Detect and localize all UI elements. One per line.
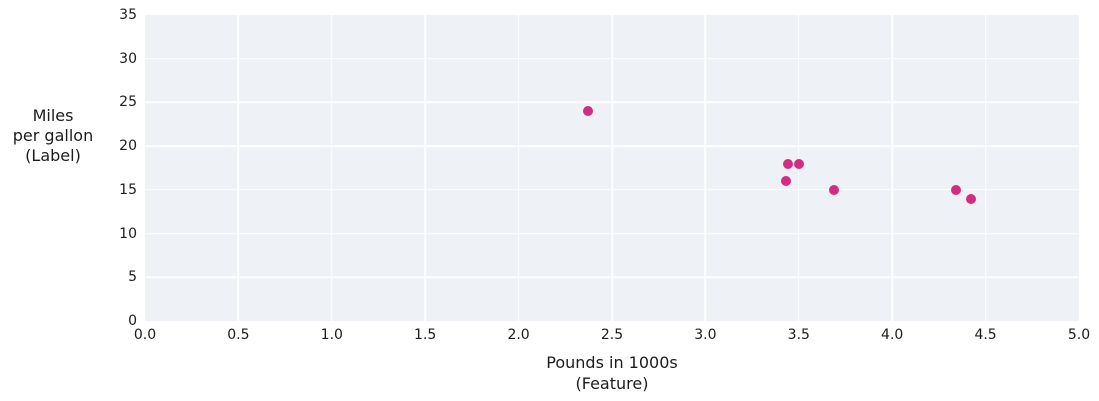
y-tick-label: 10: [119, 225, 137, 242]
gridline-horizontal: [145, 232, 1079, 235]
data-point: [793, 158, 804, 169]
x-tick-label: 0.5: [227, 327, 250, 343]
x-tick-label: 0.0: [133, 327, 157, 343]
x-tick-label: 2.5: [600, 327, 624, 343]
gridline-horizontal: [145, 276, 1079, 279]
x-tick-label: 1.5: [414, 327, 437, 343]
data-point: [829, 184, 840, 195]
gridline-horizontal: [145, 145, 1079, 147]
gridline-horizontal: [145, 189, 1079, 191]
x-axis-title: Pounds in 1000s (Feature): [546, 353, 678, 393]
x-tick-label: 4.5: [974, 327, 997, 343]
plot-area: [145, 15, 1079, 321]
data-point: [780, 176, 791, 187]
gridline-vertical: [984, 15, 987, 321]
x-tick-label: 3.5: [787, 327, 810, 343]
x-tick-label: 5.0: [1067, 327, 1091, 343]
x-tick-label: 1.0: [320, 327, 343, 343]
gridline-vertical: [517, 15, 520, 321]
gridline-vertical: [237, 15, 240, 321]
scatter-points: [145, 15, 1079, 321]
gridline-vertical: [611, 15, 613, 321]
gridline-vertical: [891, 15, 893, 321]
gridline-vertical: [424, 15, 426, 321]
y-tick-label: 15: [119, 181, 137, 198]
data-point: [582, 106, 593, 117]
x-tick-label: 4.0: [881, 327, 904, 343]
y-tick-label: 35: [119, 7, 137, 23]
gridline-vertical: [704, 15, 707, 321]
data-point: [950, 184, 961, 195]
x-tick-label: 3.0: [694, 327, 717, 343]
y-tick-label: 30: [119, 50, 137, 67]
x-tick-label: 2.0: [507, 327, 530, 343]
y-axis-title: Miles per gallon (Label): [12, 106, 94, 165]
data-point: [965, 193, 976, 204]
gridline-vertical: [331, 15, 333, 321]
y-tick-label: 5: [128, 269, 137, 286]
data-point: [782, 158, 793, 169]
y-tick-label: 0: [128, 313, 137, 329]
gridline-horizontal: [145, 57, 1079, 60]
gridline-horizontal: [145, 101, 1079, 104]
